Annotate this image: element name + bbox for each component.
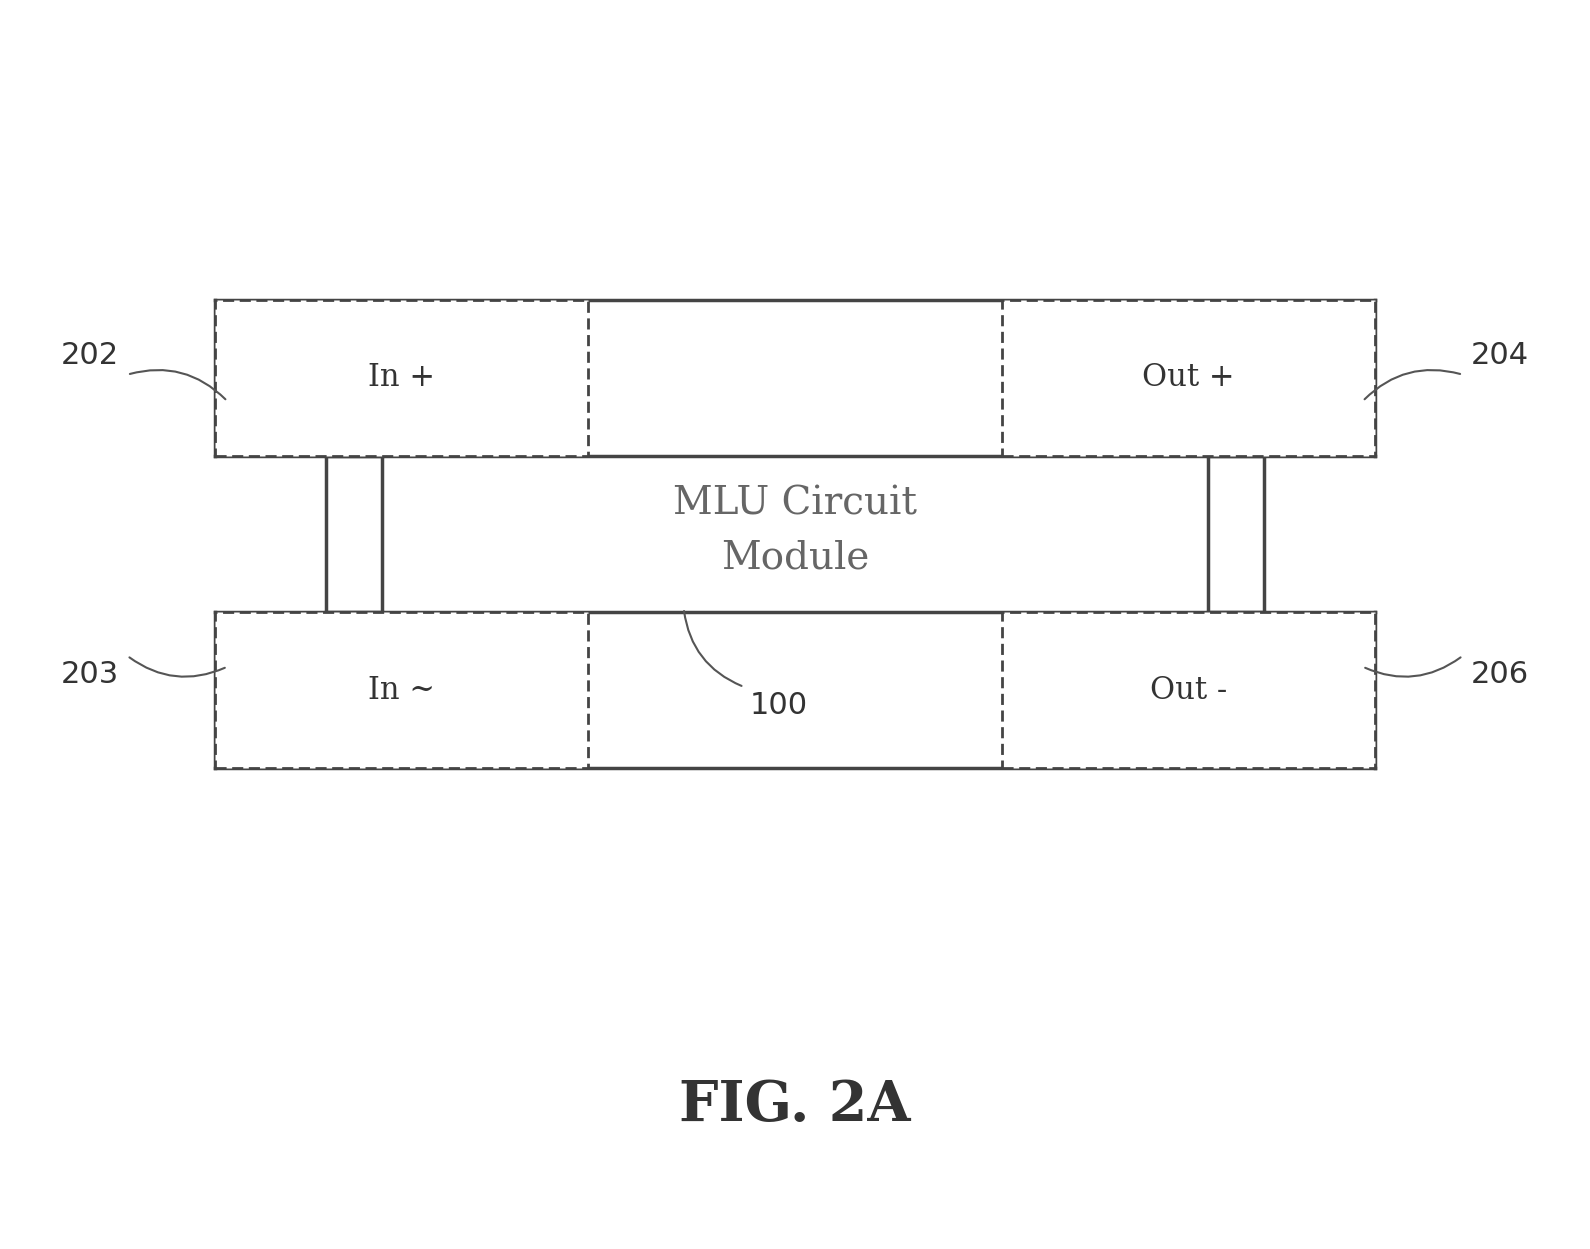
- Bar: [215, 300, 588, 456]
- Bar: [215, 612, 588, 768]
- Text: Out -: Out -: [1150, 674, 1227, 706]
- Text: 100: 100: [750, 691, 808, 721]
- Bar: [1002, 612, 1375, 768]
- Text: 203: 203: [60, 659, 119, 689]
- Text: 206: 206: [1471, 659, 1530, 689]
- Text: Out +: Out +: [1142, 362, 1235, 393]
- Bar: [1002, 300, 1375, 456]
- Text: MLU Circuit
Module: MLU Circuit Module: [673, 485, 917, 577]
- Text: 204: 204: [1471, 341, 1530, 371]
- Text: 202: 202: [60, 341, 119, 371]
- Text: FIG. 2A: FIG. 2A: [679, 1078, 911, 1133]
- Text: In ~: In ~: [367, 674, 436, 706]
- Text: In +: In +: [367, 362, 436, 393]
